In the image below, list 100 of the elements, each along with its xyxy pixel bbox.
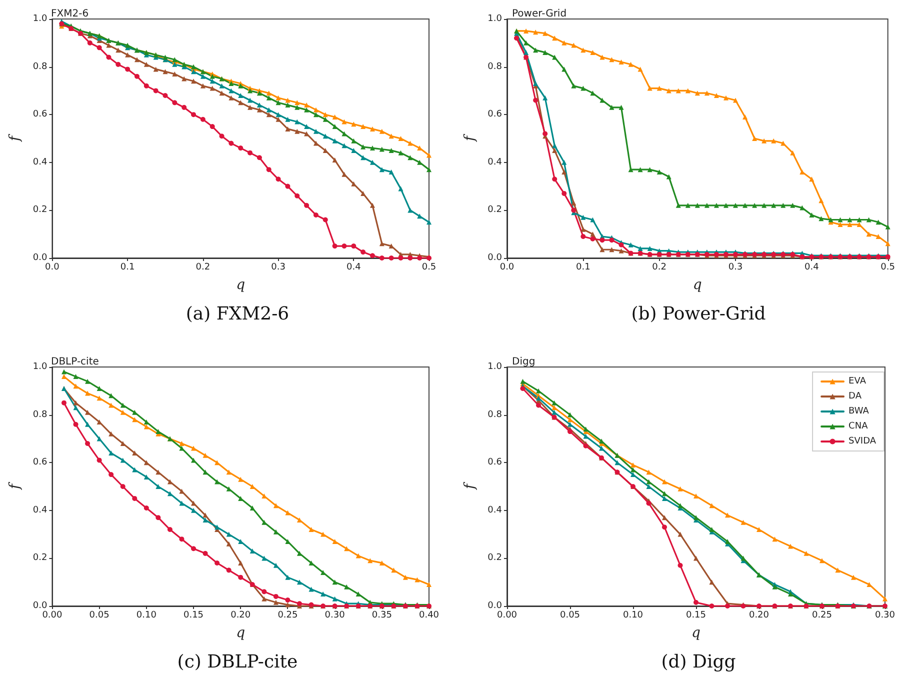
point: [332, 124, 338, 130]
point: [144, 419, 149, 424]
text: (c) DBLP-cite: [177, 652, 298, 672]
x-tick-label: 0.2: [196, 262, 210, 272]
point: [882, 596, 888, 602]
point: [144, 460, 149, 466]
point: [179, 500, 184, 506]
point: [167, 479, 172, 484]
x-tick-label: 0.10: [136, 610, 157, 620]
point: [552, 400, 557, 406]
point: [590, 236, 596, 242]
point: [752, 136, 758, 141]
point: [552, 54, 558, 60]
legend-label: DA: [848, 392, 862, 402]
point: [752, 202, 758, 208]
point: [238, 92, 244, 98]
point: [162, 69, 168, 74]
point: [313, 112, 318, 118]
point: [285, 98, 290, 103]
legend-label: BWA: [848, 406, 870, 416]
point: [134, 57, 140, 62]
point: [202, 517, 208, 522]
point: [351, 244, 356, 249]
point: [304, 107, 310, 112]
point: [356, 592, 361, 597]
point: [614, 460, 620, 466]
point: [771, 202, 776, 208]
point: [320, 532, 326, 537]
point: [662, 524, 667, 530]
point: [73, 384, 78, 389]
point: [360, 250, 366, 255]
point: [704, 90, 710, 96]
point: [414, 577, 420, 582]
point: [116, 48, 121, 53]
chart-title: Power-Grid: [512, 8, 567, 20]
point: [332, 158, 338, 163]
x-tick-label: 0.20: [748, 610, 770, 620]
point: [210, 74, 215, 79]
point: [630, 462, 636, 468]
point: [417, 160, 422, 165]
point: [552, 410, 557, 415]
point: [685, 202, 690, 208]
point: [238, 476, 244, 482]
point: [106, 54, 112, 60]
x-tick-label: 0.00: [496, 610, 518, 620]
point: [120, 440, 126, 446]
point: [598, 446, 604, 451]
point: [342, 244, 347, 249]
point: [214, 460, 220, 466]
point: [630, 472, 636, 478]
point: [666, 88, 672, 94]
point: [285, 102, 290, 108]
point: [618, 248, 624, 254]
point: [332, 244, 338, 249]
point: [202, 452, 208, 458]
point: [248, 98, 253, 103]
y-tick-label: 0.8: [32, 62, 48, 72]
chart-title: DBLP-cite: [51, 356, 99, 368]
point: [108, 472, 114, 478]
point: [182, 76, 187, 82]
point: [219, 90, 224, 96]
point: [153, 66, 158, 72]
point: [108, 402, 114, 408]
point: [709, 580, 714, 585]
point: [379, 146, 384, 152]
point: [685, 88, 690, 94]
point: [191, 446, 196, 451]
point: [520, 386, 526, 392]
point: [351, 122, 356, 127]
point: [304, 202, 310, 208]
y-tick-label: 1.0: [488, 362, 502, 372]
point: [238, 146, 244, 151]
point: [219, 83, 224, 88]
x-tick-label: 0.4: [804, 262, 820, 272]
point: [73, 405, 78, 410]
point: [600, 98, 605, 103]
point: [344, 584, 350, 590]
point: [248, 88, 253, 94]
point: [332, 596, 338, 602]
point: [256, 90, 262, 96]
point: [388, 134, 394, 139]
point: [313, 140, 318, 146]
x-tick-label: 0.00: [42, 610, 63, 620]
text: (a) FXM2-6: [186, 304, 290, 324]
y-tick-label: 0.0: [32, 253, 48, 263]
point: [838, 217, 843, 222]
point: [296, 550, 302, 556]
point: [542, 95, 548, 100]
point: [351, 148, 356, 153]
point: [524, 40, 529, 46]
point: [87, 40, 92, 46]
point: [73, 400, 78, 406]
point: [379, 128, 384, 134]
x-tick-label: 0.10: [622, 610, 644, 620]
point: [885, 224, 890, 230]
x-tick-label: 0.3: [728, 262, 743, 272]
point: [285, 574, 290, 580]
point: [408, 140, 413, 146]
point: [714, 92, 719, 98]
point: [571, 200, 576, 206]
